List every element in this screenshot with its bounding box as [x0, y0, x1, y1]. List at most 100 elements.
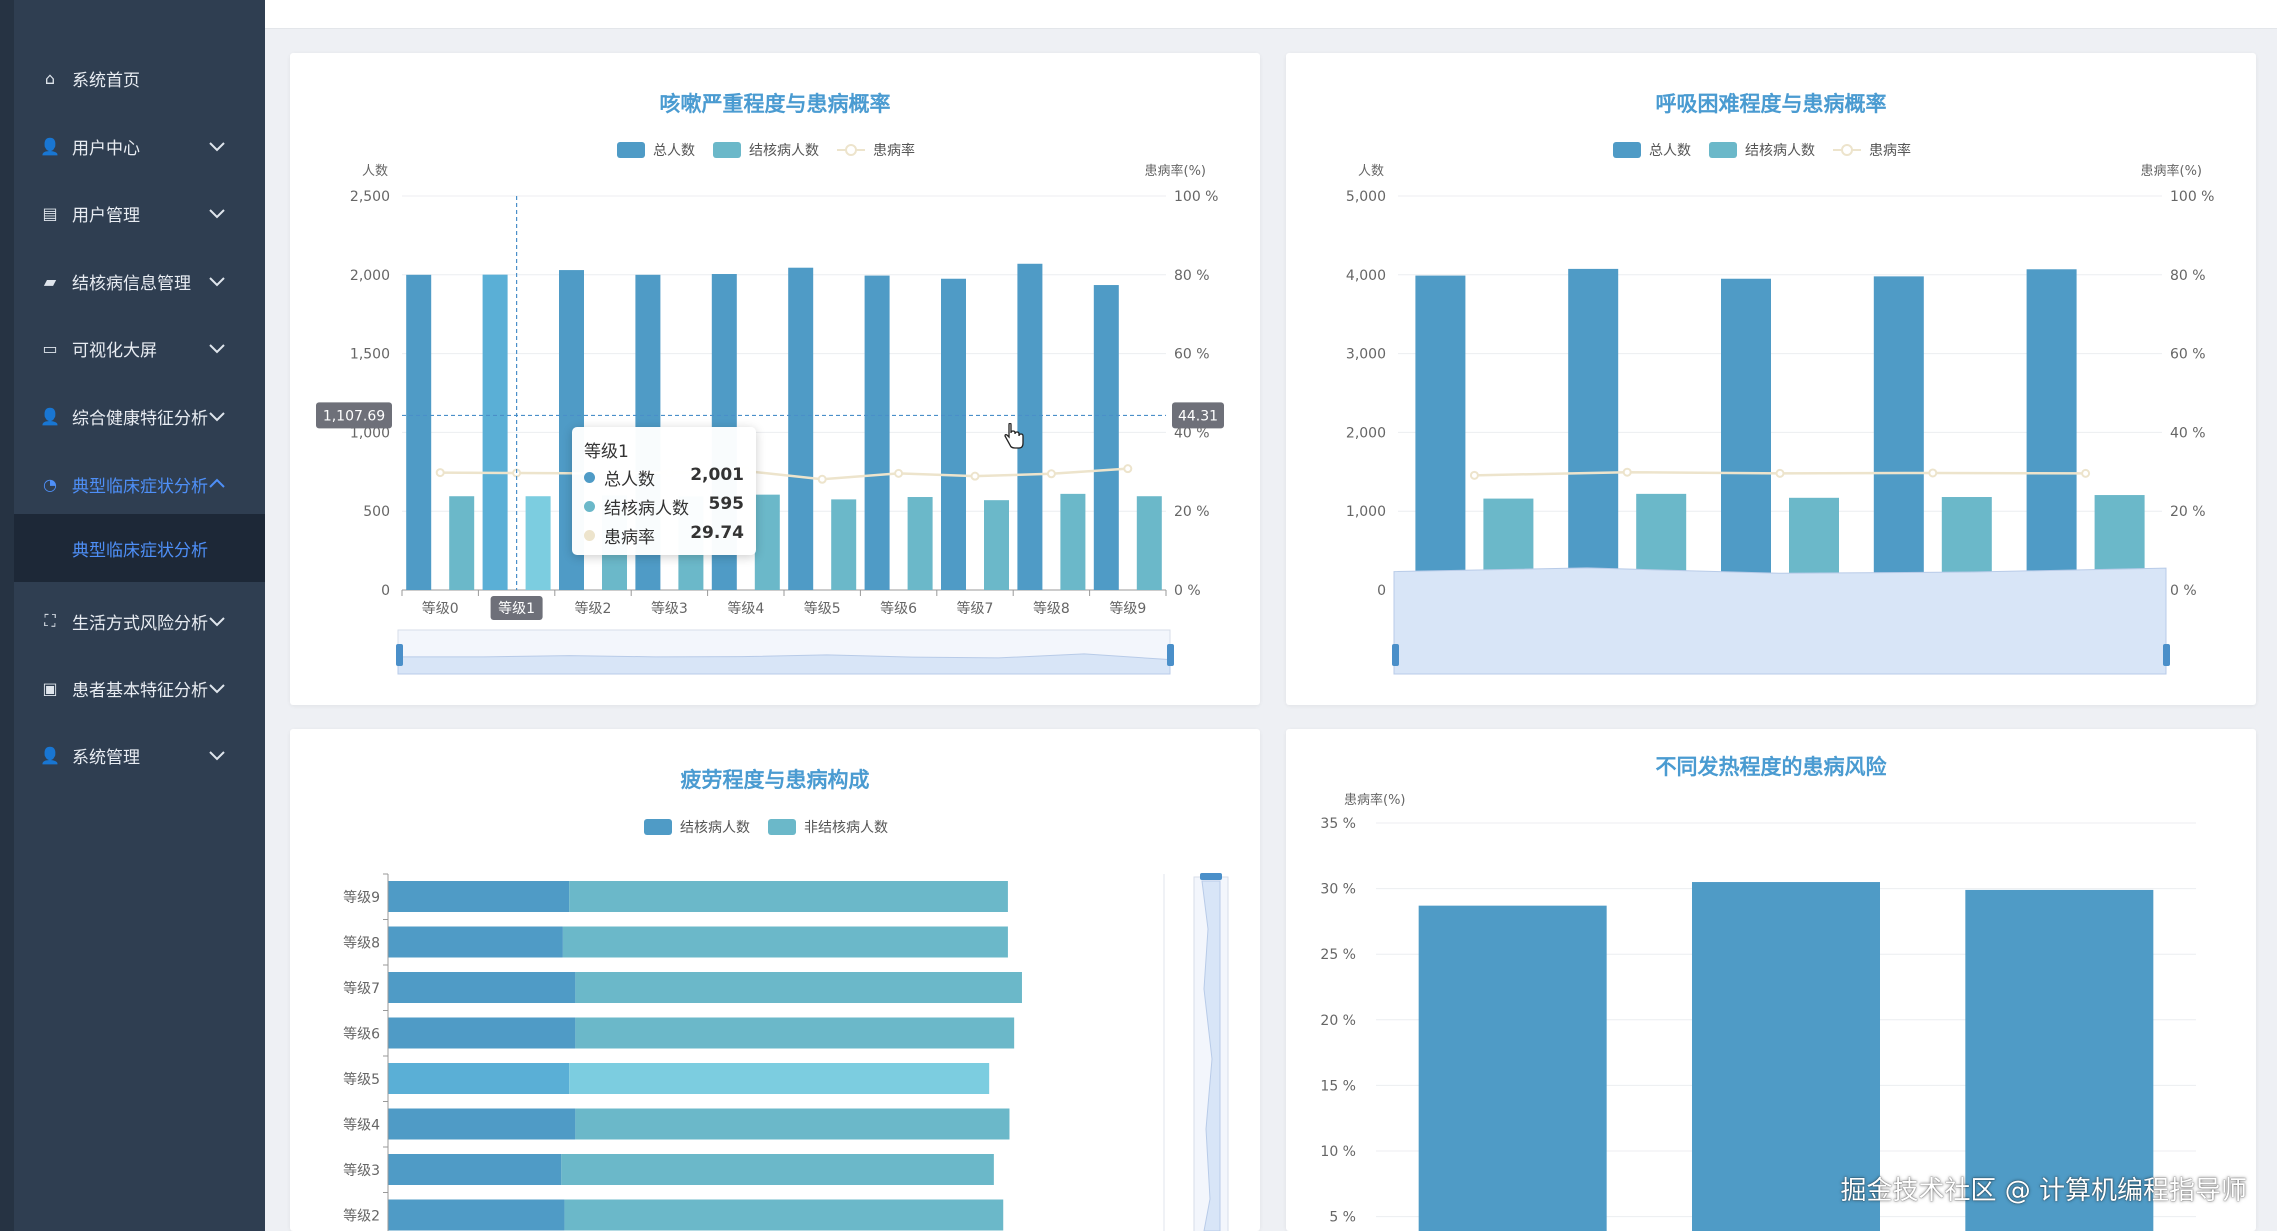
y2-tick-label: 0 %: [1174, 583, 1201, 599]
sidebar-item-9[interactable]: 👤 系统管理: [14, 727, 265, 783]
tooltip-row-rate: 患病率 29.74: [584, 523, 744, 548]
y-tick-label: 等级5: [343, 1071, 380, 1088]
x-tick-label: 等级0: [422, 600, 459, 617]
hbar-non-tb: [575, 1108, 1010, 1140]
hbar-tb: [388, 1199, 565, 1231]
y-tick-label: 1,000: [350, 425, 390, 441]
sidebar-subitem-active[interactable]: 典型临床症状分析: [14, 514, 265, 582]
y-tick-label: 1,000: [1346, 504, 1386, 520]
crosshair-y-label: 1,107.69: [323, 408, 385, 424]
hbar-tb: [388, 881, 570, 912]
y2-tick-label: 60 %: [1174, 347, 1210, 363]
y-tick-label: 10 %: [1320, 1144, 1356, 1160]
y2-tick-label: 60 %: [2170, 347, 2206, 363]
clipboard-icon: ▤: [42, 203, 58, 223]
y-tick-label: 0: [1377, 583, 1386, 599]
y-tick-label: 20 %: [1320, 1013, 1356, 1029]
sidebar-item-0[interactable]: ⌂ 系统首页: [14, 50, 265, 106]
hbar-tb: [388, 1108, 576, 1140]
y-tick-label: 4,000: [1346, 268, 1386, 284]
hbar-tb: [388, 1063, 570, 1094]
y-tick-label: 2,500: [350, 189, 390, 205]
tooltip-name: 结核病人数: [604, 499, 689, 519]
bar-total: [941, 278, 966, 590]
watermark: 掘金技术社区 @ 计算机编程指导师: [1840, 1176, 2247, 1206]
x-label-highlight: [490, 596, 543, 620]
y2-tick-label: 0 %: [2170, 583, 2197, 599]
rate-point: [1123, 464, 1133, 474]
y-tick-label: 等级2: [343, 1208, 380, 1225]
hbar-non-tb: [562, 926, 1008, 958]
datazoom-handle-top: [1200, 873, 1222, 880]
bar-tb: [831, 499, 857, 590]
y-tick-label: 等级3: [343, 1162, 380, 1179]
x-tick-label: 等级7: [957, 600, 994, 617]
legend-swatch: [1613, 142, 1641, 158]
legend-label: 非结核病人数: [804, 820, 888, 836]
message-icon: ▭: [42, 338, 58, 358]
x-tick-label: 等级8: [1033, 600, 1070, 617]
y2-tick-label: 40 %: [2170, 425, 2206, 441]
rate-point: [435, 468, 445, 478]
sidebar-item-label: 可视化大屏: [72, 340, 157, 361]
y-axis-label: 人数: [362, 164, 388, 179]
chevron-up-icon: [209, 478, 225, 488]
bar-tb: [984, 500, 1009, 590]
x-tick-label: 等级9: [1109, 600, 1146, 617]
sidebar-item-4[interactable]: ▭ 可视化大屏: [14, 320, 265, 376]
rate-point: [1046, 469, 1056, 479]
crosshair-y2-label-bg: [1172, 402, 1224, 429]
y2-tick-label: 20 %: [1174, 504, 1210, 520]
hbar-non-tb: [564, 1199, 1004, 1231]
sidebar-edge: [0, 0, 14, 1231]
chart-card-dyspnea: 呼吸困难程度与患病概率 总人数 结核病人数 患病率 人数 患病率(%) 0 1,000 2,00…: [1286, 53, 2256, 705]
sidebar-item-6[interactable]: ◔ 典型临床症状分析: [14, 456, 265, 512]
sidebar-item-7[interactable]: ⛶ 生活方式风险分析: [14, 593, 265, 649]
sidebar-item-1[interactable]: 👤 用户中心: [14, 118, 265, 174]
legend-label: 患病率: [1869, 142, 1911, 159]
sidebar-item-3[interactable]: ▰ 结核病信息管理: [14, 253, 265, 309]
bar-total: [482, 274, 508, 590]
sidebar-item-8[interactable]: ▣ 患者基本特征分析: [14, 660, 265, 716]
tooltip-dot: [584, 530, 595, 541]
hbar-non-tb: [575, 1017, 1015, 1049]
y-tick-label: 30 %: [1320, 882, 1356, 898]
compass-icon: ◔: [43, 474, 57, 494]
chevron-down-icon: [209, 412, 225, 422]
bar-total: [1873, 276, 1924, 590]
bar-total: [1415, 275, 1466, 590]
tooltip-dot: [584, 501, 595, 512]
bar-tb: [449, 496, 475, 590]
y-tick-label: 等级9: [343, 889, 380, 906]
chevron-down-icon: [209, 684, 225, 694]
chevron-down-icon: [209, 209, 225, 219]
legend-swatch: [768, 819, 796, 835]
tooltip-name: 总人数: [604, 470, 655, 490]
sidebar-item-5[interactable]: 👤 综合健康特征分析: [14, 388, 265, 444]
legend-label: 总人数: [653, 143, 695, 159]
legend-label: 结核病人数: [749, 143, 819, 159]
y2-axis-label: 患病率(%): [1145, 163, 1207, 179]
y2-tick-label: 80 %: [2170, 268, 2206, 284]
tooltip-value: 595: [708, 494, 745, 514]
bar-total: [788, 267, 814, 590]
y-axis-label: 患病率(%): [1344, 792, 1406, 808]
tooltip-value: 29.74: [690, 523, 744, 543]
hbar-tb: [388, 1017, 576, 1049]
sidebar-item-label: 系统首页: [72, 70, 140, 91]
sidebar-item-2[interactable]: ▤ 用户管理: [14, 185, 265, 241]
datazoom-preview: [1393, 567, 2167, 675]
hbar-non-tb: [569, 1063, 990, 1094]
bar-total: [1568, 268, 1619, 590]
bar-total: [864, 275, 890, 590]
fullscreen-icon: ⛶: [44, 611, 56, 630]
sidebar-item-label: 系统管理: [72, 747, 140, 768]
user-icon: 👤: [40, 136, 60, 156]
y-tick-label: 等级4: [343, 1117, 380, 1134]
rate-point: [1775, 468, 1785, 478]
legend-swatch: [617, 142, 645, 158]
